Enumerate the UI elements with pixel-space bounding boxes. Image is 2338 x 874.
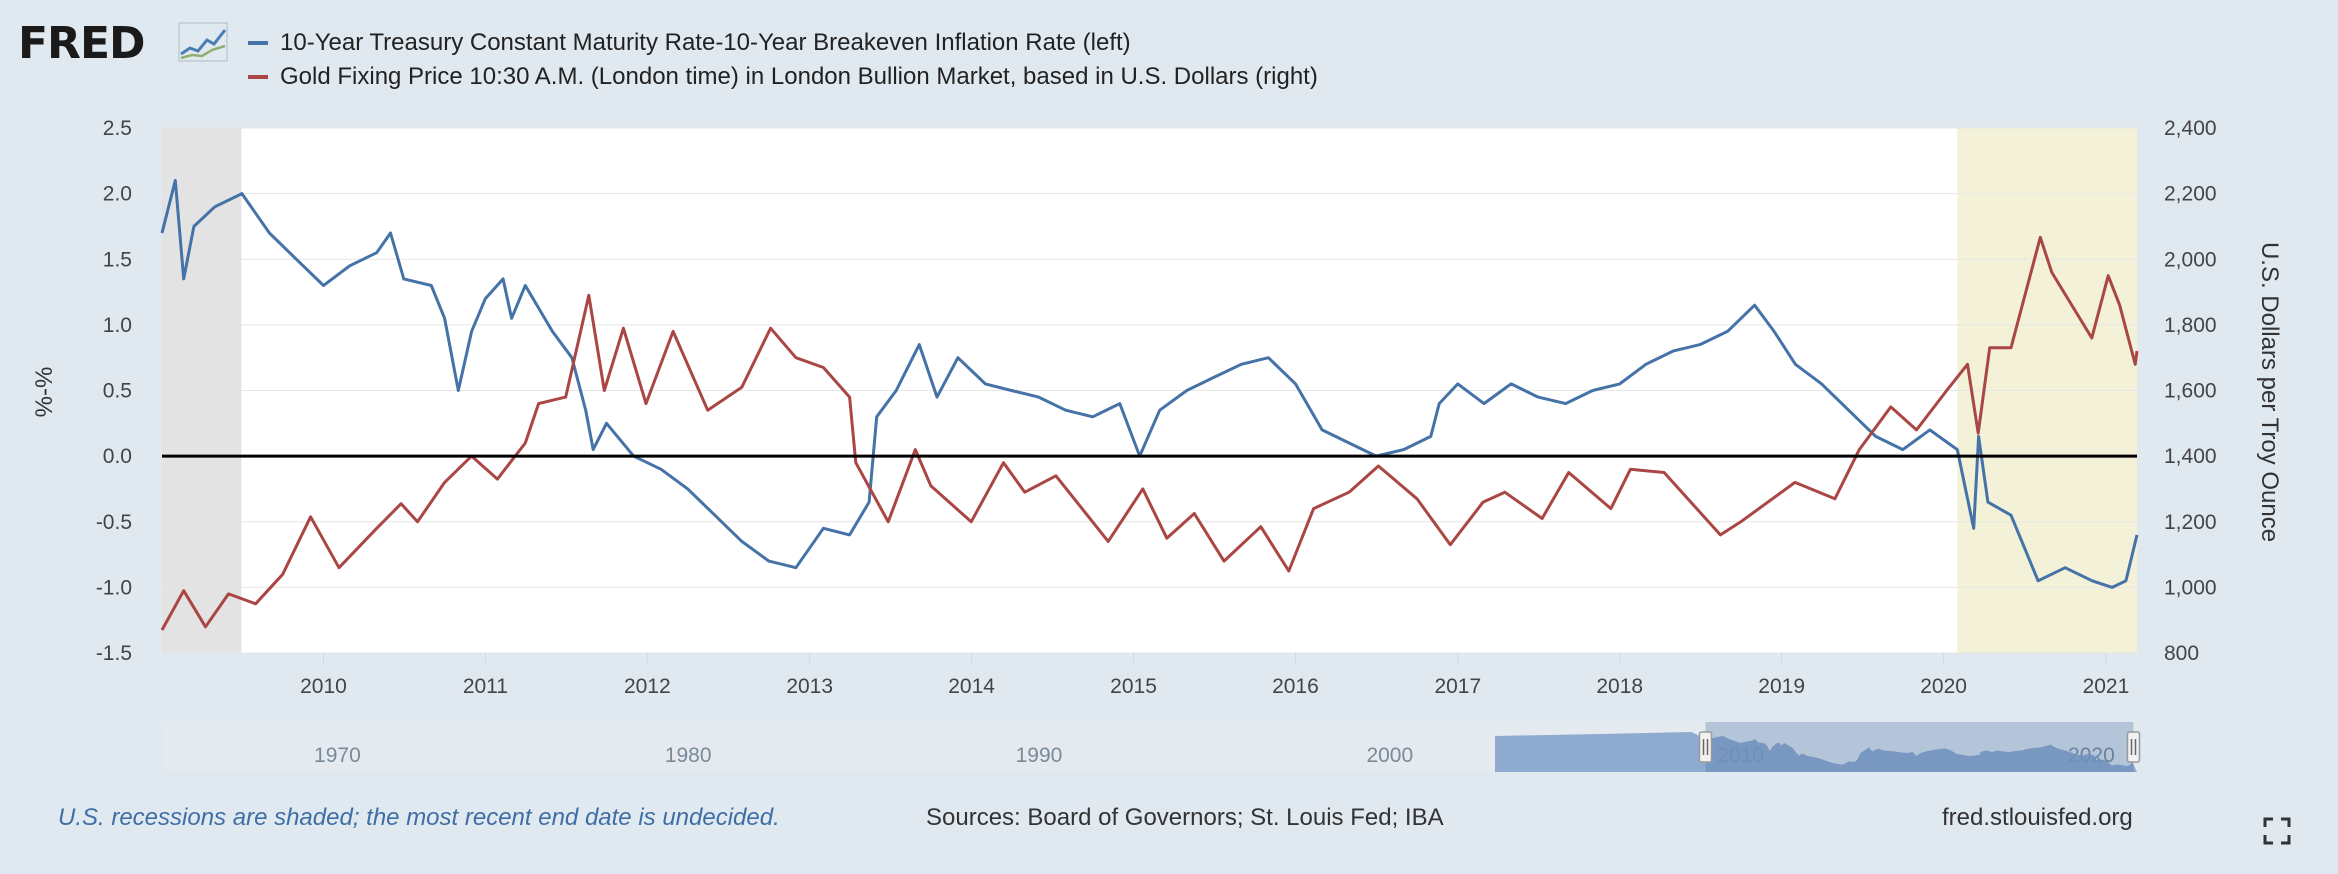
legend-label: 10-Year Treasury Constant Maturity Rate-…	[280, 29, 1131, 56]
right-tick-label: 2,000	[2164, 248, 2217, 271]
right-tick-label: 1,200	[2164, 511, 2217, 534]
right-tick-label: 1,000	[2164, 576, 2217, 599]
navigator-series-area	[1495, 732, 2137, 772]
navigator-handle-left[interactable]	[1698, 731, 1713, 763]
sources-text: Sources: Board of Governors; St. Louis F…	[926, 804, 1444, 831]
series-lines	[160, 179, 2139, 631]
x-tick-label: 2013	[786, 675, 833, 698]
fullscreen-icon[interactable]	[2262, 816, 2292, 846]
x-tick-label: 2021	[2083, 675, 2130, 698]
x-tick-label: 2019	[1758, 675, 1805, 698]
date-range-navigator[interactable]: 197019801990200020102020	[162, 722, 2141, 772]
x-tick-label: 2015	[1110, 675, 1157, 698]
left-tick-label: 1.0	[103, 314, 132, 337]
left-tick-label: 2.0	[103, 183, 132, 206]
right-tick-label: 2,400	[2164, 117, 2217, 140]
gridlines	[162, 127, 2137, 654]
x-tick-label: 2014	[948, 675, 995, 698]
legend-item-real-yield[interactable]: 10-Year Treasury Constant Maturity Rate-…	[248, 28, 1131, 58]
right-tick-label: 1,800	[2164, 314, 2217, 337]
x-tick-label: 2011	[463, 675, 508, 698]
x-tick-label: 2016	[1272, 675, 1319, 698]
right-tick-label: 800	[2164, 642, 2199, 665]
series-line-gold-price	[160, 235, 2139, 631]
right-tick-label: 2,200	[2164, 183, 2217, 206]
recession-note: U.S. recessions are shaded; the most rec…	[58, 804, 780, 831]
x-tick-label: 2017	[1434, 675, 1481, 698]
x-tick-label: 2020	[1920, 675, 1967, 698]
left-tick-label: 0.5	[103, 380, 132, 403]
x-tick-label: 2018	[1596, 675, 1643, 698]
site-link[interactable]: fred.stlouisfed.org	[1942, 804, 2133, 831]
legend-item-gold-price[interactable]: Gold Fixing Price 10:30 A.M. (London tim…	[248, 62, 1318, 92]
right-tick-label: 1,400	[2164, 445, 2217, 468]
left-tick-label: -1.0	[96, 576, 132, 599]
chart-line-icon	[178, 22, 228, 62]
fred-logo[interactable]: FRED	[18, 18, 146, 69]
navigator-year-label: 1990	[1016, 744, 1063, 767]
navigator-year-label: 2000	[1366, 744, 1413, 767]
axes: 2.5 2,400 2.0 2,200 1.5 2,000 1.0 1,800 0.5 1,600…	[96, 117, 2217, 698]
left-tick-label: -1.5	[96, 642, 132, 665]
left-tick-label: 0.0	[103, 445, 132, 468]
legend-swatch-blue	[248, 41, 268, 45]
navigator-selection[interactable]	[1705, 722, 2134, 772]
x-tick-label: 2012	[624, 675, 671, 698]
left-tick-label: 2.5	[103, 117, 132, 140]
legend-swatch-red	[248, 75, 268, 79]
legend-label: Gold Fixing Price 10:30 A.M. (London tim…	[280, 63, 1318, 90]
x-tick-label: 2010	[300, 675, 347, 698]
handle-grip[interactable]	[2126, 731, 2141, 763]
series-line-real-yield	[160, 179, 2139, 589]
right-tick-label: 1,600	[2164, 380, 2217, 403]
left-tick-label: 1.5	[103, 248, 132, 271]
handle-grip[interactable]	[1698, 731, 1713, 763]
navigator-handle-right[interactable]	[2126, 731, 2141, 763]
left-tick-label: -0.5	[96, 511, 132, 534]
navigator-year-label: 1980	[665, 744, 712, 767]
right-axis-title: U.S. Dollars per Troy Ounce	[2256, 242, 2283, 542]
left-axis-title: %-%	[31, 367, 58, 418]
navigator-year-label: 1970	[314, 744, 361, 767]
